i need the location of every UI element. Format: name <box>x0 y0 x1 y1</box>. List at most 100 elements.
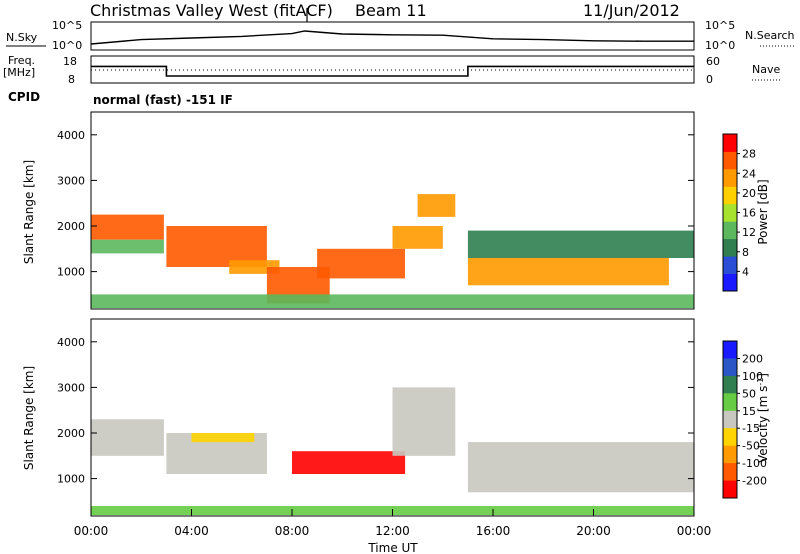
velocity-colorbar-tick-label: -50 <box>742 440 760 453</box>
beam-title: Beam 11 <box>355 1 427 20</box>
x-tick-label: 00:00 <box>677 524 712 538</box>
noise-left-tick-high: 10^5 <box>52 19 82 32</box>
frequency-panel: Freq. [MHz] 18 8 60 0 Nave <box>3 54 782 86</box>
power-colorbar-tick-label: 16 <box>742 207 756 220</box>
y-tick-label: 2000 <box>57 427 85 440</box>
velocity-region-2 <box>191 433 255 443</box>
power-region-8 <box>467 257 669 286</box>
velocity-x-ticks: 00:00 04:00 08:00 12:00 16:00 20:00 00:00 <box>74 509 712 538</box>
power-colorbar-tick-label: 28 <box>742 148 756 161</box>
freq-left-label-1: Freq. <box>8 54 35 67</box>
y-tick-label: 1000 <box>57 473 85 486</box>
noise-line <box>90 30 694 45</box>
noise-right-label: N.Search <box>745 29 795 42</box>
velocity-region-4 <box>392 387 456 456</box>
noise-left-tick-low: 10^0 <box>52 39 82 52</box>
y-tick-label: 3000 <box>57 381 85 394</box>
velocity-colorbar-segment <box>723 480 737 499</box>
y-tick-label: 4000 <box>57 336 85 349</box>
velocity-colorbar-tick-label: 50 <box>742 387 756 400</box>
velocity-colorbar-segment <box>723 410 737 429</box>
velocity-panel: 1000 2000 3000 4000 00:00 04:00 08:00 12:00 16:… <box>22 318 770 554</box>
noise-panel: N.Sky 10^5 10^0 10^5 10^0 N.Search <box>6 8 795 52</box>
colorbar-segment <box>723 168 737 187</box>
velocity-colorbar-tick-label: 15 <box>742 405 756 418</box>
power-region-0 <box>91 214 164 240</box>
y-tick-label: 2000 <box>57 220 85 233</box>
freq-right-tick-high: 60 <box>706 55 720 68</box>
x-tick-label: 16:00 <box>476 524 511 538</box>
freq-right-label: Nave <box>752 63 780 76</box>
velocity-colorbar-label-end: ] <box>756 373 770 378</box>
power-colorbar-tick-label: 20 <box>742 187 756 200</box>
power-colorbar-tick-label: 24 <box>742 167 756 180</box>
cpid-label: CPID <box>8 90 40 104</box>
velocity-colorbar-frame <box>722 340 738 499</box>
velocity-y-ticks: 1000 2000 3000 4000 <box>57 336 694 486</box>
y-tick-label: 4000 <box>57 129 85 142</box>
power-region-1 <box>91 239 164 254</box>
colorbar-segment <box>723 134 737 152</box>
velocity-y-label: Slant Range [km] <box>22 366 36 470</box>
station-title: Christmas Valley West (fitACF) <box>90 1 333 20</box>
x-axis-label: Time UT <box>367 541 418 554</box>
velocity-region-5 <box>467 442 694 493</box>
power-region-9 <box>467 230 694 258</box>
velocity-colorbar-label-main: Velocity [m s <box>756 386 770 463</box>
freq-left-tick-low: 8 <box>68 73 75 86</box>
freq-right-tick-low: 0 <box>706 73 713 86</box>
power-y-ticks: 1000 2000 3000 4000 <box>57 129 694 279</box>
date-title: 11/Jun/2012 <box>583 1 680 20</box>
velocity-colorbar-segment <box>723 393 737 412</box>
y-tick-label: 3000 <box>57 174 85 187</box>
velocity-colorbar-label-sup: -1 <box>756 378 765 386</box>
noise-left-label: N.Sky <box>6 31 38 44</box>
power-colorbar-tick-label: 12 <box>742 226 756 239</box>
colorbar-segment <box>723 273 737 292</box>
power-frame <box>90 111 695 310</box>
colorbar-segment <box>723 256 737 274</box>
velocity-region-0 <box>91 419 164 456</box>
freq-line <box>91 65 694 77</box>
velocity-colorbar-tick-label: 100 <box>742 370 763 383</box>
power-colorbar-tick-label: 4 <box>742 265 749 278</box>
power-region-10 <box>91 294 694 309</box>
x-tick-label: 12:00 <box>375 524 410 538</box>
velocity-colorbar-segment <box>723 428 737 447</box>
velocity-colorbar-tick-label: -100 <box>742 457 767 470</box>
colorbar-segment <box>723 238 737 257</box>
velocity-colorbar-tick-label: -200 <box>742 475 767 488</box>
velocity-colorbar-segment <box>723 341 737 359</box>
velocity-colorbar: 200 100 50 15 -15 -50 -100 -200 <box>722 340 767 499</box>
power-region-5 <box>317 248 405 279</box>
cpid-text: normal (fast) -151 IF <box>93 93 233 107</box>
noise-right-tick-high: 10^5 <box>705 19 735 32</box>
colorbar-segment <box>723 186 737 205</box>
noise-right-tick-low: 10^0 <box>705 39 735 52</box>
power-panel: 1000 2000 3000 4000 Slant Range [km] 4 8 12 16… <box>22 111 770 310</box>
freq-left-tick-high: 18 <box>63 55 77 68</box>
power-region-7 <box>417 194 456 217</box>
velocity-colorbar-label: Velocity [m s-1] <box>756 373 770 463</box>
colorbar-segment <box>723 151 737 170</box>
velocity-colorbar-tick-label: -15 <box>742 422 760 435</box>
power-colorbar-tick-label: 8 <box>742 246 749 259</box>
velocity-colorbar-tick-label: 200 <box>742 352 763 365</box>
velocity-colorbar-segment <box>723 445 737 464</box>
freq-left-label-2: [MHz] <box>3 66 35 79</box>
colorbar-segment <box>723 221 737 240</box>
velocity-colorbar-segment <box>723 375 737 394</box>
x-tick-label: 00:00 <box>74 524 109 538</box>
power-region-6 <box>392 226 443 249</box>
velocity-colorbar-segment <box>723 358 737 377</box>
x-tick-label: 04:00 <box>174 524 209 538</box>
velocity-region-3 <box>292 451 406 474</box>
power-y-label: Slant Range [km] <box>22 160 36 264</box>
x-tick-label: 08:00 <box>275 524 310 538</box>
power-heatmap <box>91 194 694 309</box>
y-tick-label: 1000 <box>57 266 85 279</box>
x-tick-label: 20:00 <box>576 524 611 538</box>
power-colorbar-label: Power [dB] <box>756 179 770 244</box>
colorbar-segment <box>723 203 737 222</box>
